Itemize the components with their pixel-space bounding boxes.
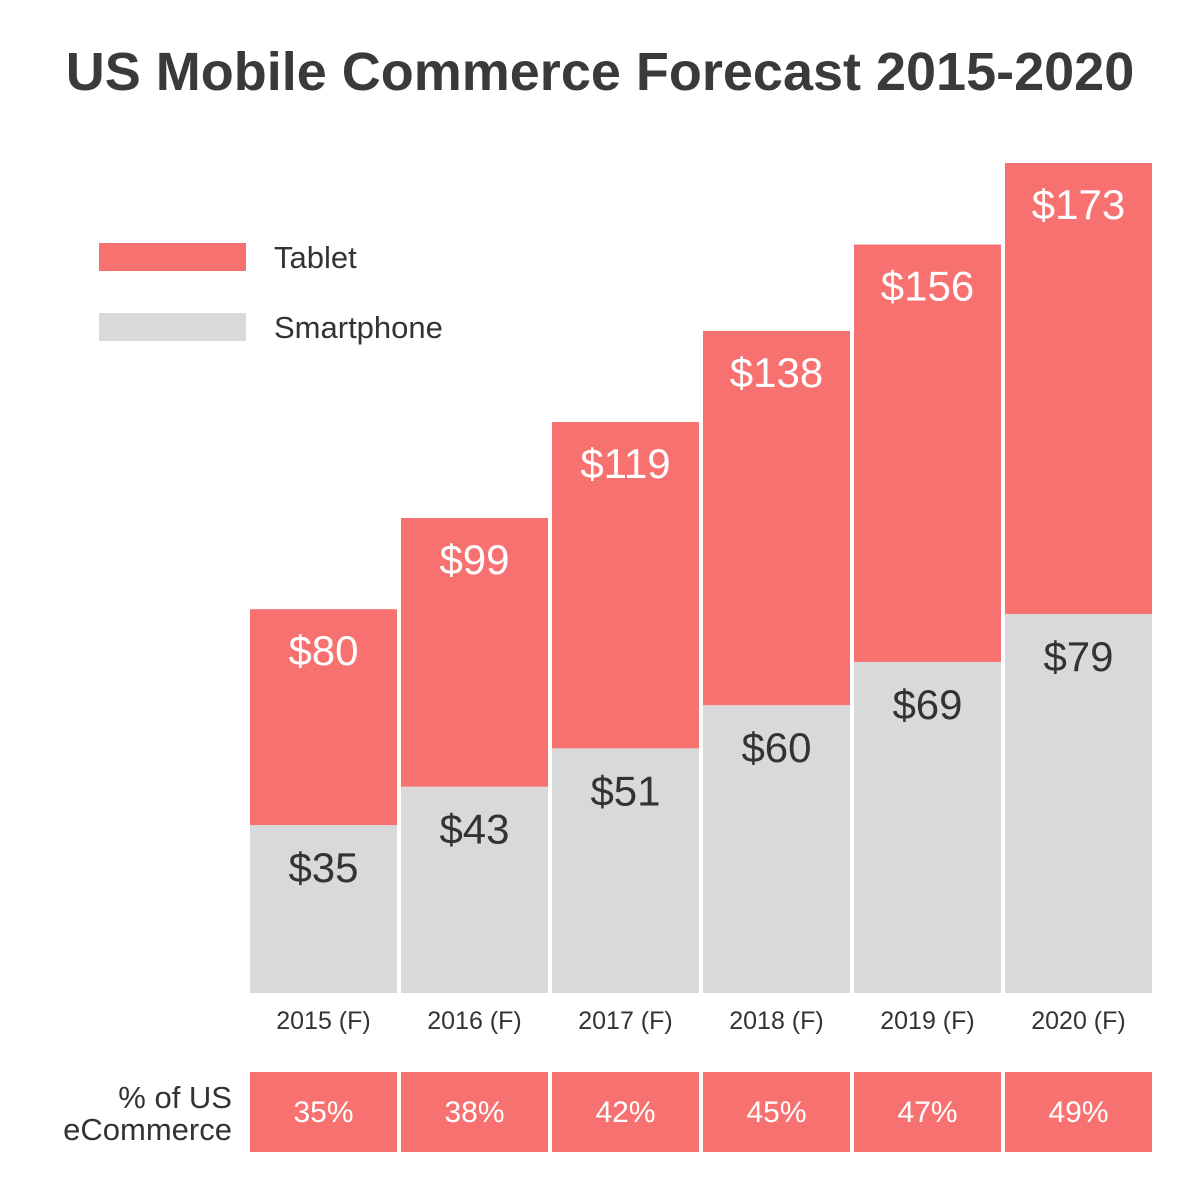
ecommerce-share-value-5: 47% — [897, 1096, 957, 1129]
smartphone-bar-6 — [1005, 613, 1152, 993]
smartphone-bar-1 — [250, 825, 397, 993]
bars-group: $35 $80 $43 $99 $51 $119 $60 $138 $69 $156 $79 $173 — [250, 163, 1152, 993]
smartphone-value-label-3: $51 — [590, 767, 660, 814]
ecommerce-share-value-2: 38% — [444, 1096, 504, 1129]
ecommerce-share-value-3: 42% — [595, 1096, 655, 1129]
ecommerce-row-label-line1: % of US — [118, 1080, 232, 1115]
tablet-bar-1 — [250, 609, 397, 826]
smartphone-bar-4 — [703, 705, 850, 993]
ecommerce-share-box-2 — [401, 1072, 548, 1152]
x-tick-label-6: 2020 (F) — [1031, 1007, 1125, 1035]
smartphone-value-label-4: $60 — [741, 724, 811, 771]
x-tick-label-4: 2018 (F) — [729, 1007, 823, 1035]
ecommerce-share-box-4 — [703, 1072, 850, 1152]
smartphone-value-label-2: $43 — [439, 806, 509, 853]
ecommerce-share-box-5 — [854, 1072, 1001, 1152]
tablet-value-label-3: $119 — [580, 440, 670, 487]
legend-swatch-tablet — [99, 243, 246, 271]
smartphone-bar-5 — [854, 661, 1001, 993]
tablet-value-label-4: $138 — [730, 349, 823, 396]
legend: Tablet Smartphone — [99, 240, 443, 345]
ecommerce-share-box-6 — [1005, 1072, 1152, 1152]
smartphone-value-label-1: $35 — [288, 844, 358, 891]
tablet-bar-6 — [1005, 163, 1152, 614]
tablet-bar-5 — [854, 244, 1001, 662]
tablet-bar-3 — [552, 422, 699, 749]
x-axis-labels: 2015 (F) 2016 (F) 2017 (F) 2018 (F) 2019 (F)… — [276, 1007, 1125, 1035]
tablet-value-label-2: $99 — [439, 536, 509, 583]
tablet-value-label-6: $173 — [1032, 181, 1125, 228]
ecommerce-share-value-6: 49% — [1048, 1096, 1108, 1129]
chart-title: US Mobile Commerce Forecast 2015-2020 — [66, 42, 1134, 102]
ecommerce-share-value-4: 45% — [746, 1096, 806, 1129]
x-tick-label-2: 2016 (F) — [427, 1007, 521, 1035]
smartphone-bar-3 — [552, 748, 699, 993]
tablet-bar-4 — [703, 330, 850, 706]
tablet-bar-2 — [401, 518, 548, 787]
ecommerce-share-box-1 — [250, 1072, 397, 1152]
ecommerce-share-box-3 — [552, 1072, 699, 1152]
ecommerce-share-value-1: 35% — [293, 1096, 353, 1129]
legend-swatch-smartphone — [99, 313, 246, 341]
tablet-value-label-1: $80 — [288, 627, 358, 674]
legend-label-smartphone: Smartphone — [274, 310, 443, 345]
ecommerce-row-label-line2: eCommerce — [63, 1112, 232, 1147]
smartphone-value-label-6: $79 — [1043, 633, 1113, 680]
tablet-value-label-5: $156 — [881, 263, 974, 310]
x-tick-label-1: 2015 (F) — [276, 1007, 370, 1035]
x-tick-label-5: 2019 (F) — [880, 1007, 974, 1035]
smartphone-value-label-5: $69 — [892, 681, 962, 728]
smartphone-bar-2 — [401, 786, 548, 993]
legend-label-tablet: Tablet — [274, 240, 357, 275]
x-tick-label-3: 2017 (F) — [578, 1007, 672, 1035]
